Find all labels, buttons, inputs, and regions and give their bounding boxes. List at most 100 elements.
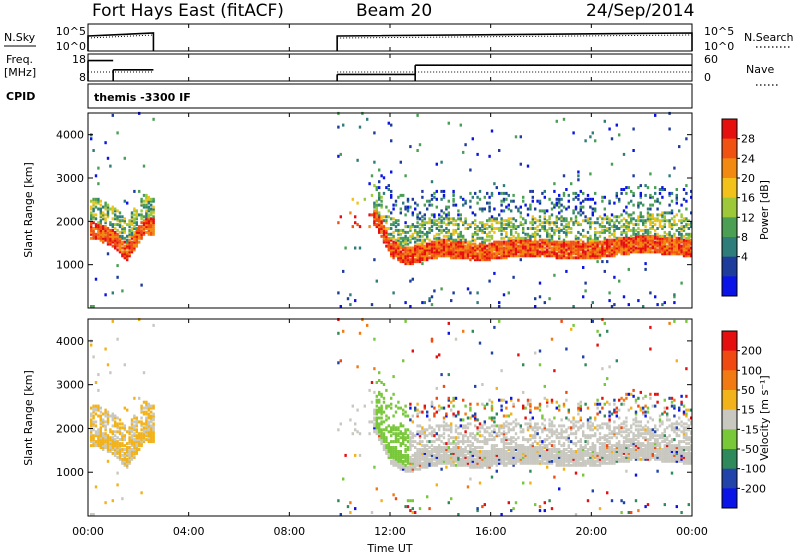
velocity-cell	[510, 457, 513, 461]
velocity-cell	[586, 406, 590, 410]
power-cell	[519, 244, 522, 248]
noise-panel: N.Sky 10^5 10^0 10^5 10^0 N.Search	[4, 23, 794, 53]
velocity-cell	[90, 418, 93, 422]
velocity-cell	[505, 463, 508, 467]
velocity-cell	[466, 457, 470, 461]
power-cell	[140, 209, 143, 213]
power-cell	[514, 240, 518, 244]
power-cell	[543, 254, 546, 258]
power-cell	[385, 221, 388, 225]
power-cell	[598, 246, 602, 250]
power-cell	[152, 219, 155, 223]
velocity-cell	[594, 455, 597, 459]
velocity-cell	[553, 457, 556, 461]
velocity-cell	[550, 453, 554, 457]
power-cell	[613, 240, 616, 244]
power-cell	[438, 232, 441, 236]
power-cell	[514, 219, 518, 223]
power-cell	[447, 238, 450, 242]
power-cell	[668, 203, 671, 207]
power-cell	[656, 207, 659, 211]
power-cell	[615, 248, 618, 252]
velocity-cell	[507, 459, 510, 463]
velocity-cell	[145, 406, 148, 410]
velocity-cell	[123, 426, 126, 430]
power-cell	[416, 234, 419, 238]
power-cell	[349, 293, 352, 297]
power-cell	[687, 248, 690, 252]
velocity-cell	[150, 416, 153, 420]
velocity-cell	[471, 465, 474, 469]
velocity-cell	[390, 440, 393, 444]
power-cell	[579, 242, 582, 246]
velocity-cell	[378, 436, 381, 440]
velocity-cell	[399, 406, 402, 410]
power-cell	[560, 252, 563, 256]
power-cell	[128, 221, 131, 225]
power-cell	[488, 225, 491, 229]
power-cell	[682, 252, 686, 256]
velocity-cell	[541, 414, 544, 418]
velocity-cell	[526, 422, 530, 426]
velocity-cell	[411, 507, 414, 511]
power-cell	[644, 230, 647, 234]
power-cell	[567, 242, 570, 246]
power-cell	[512, 240, 515, 244]
velocity-cell	[502, 398, 506, 402]
power-cell	[478, 227, 482, 230]
velocity-cell	[517, 455, 520, 459]
power-cell	[118, 225, 122, 229]
power-cell	[106, 156, 110, 160]
velocity-cell	[433, 412, 436, 416]
power-cell	[94, 217, 98, 221]
power-cell	[382, 232, 386, 236]
power-cell	[646, 213, 650, 217]
velocity-cell	[560, 434, 563, 438]
power-cell	[406, 209, 410, 213]
power-cell	[546, 252, 549, 256]
power-cell	[613, 252, 616, 256]
power-cell	[102, 211, 105, 215]
power-cell	[586, 217, 590, 221]
power-cell	[142, 221, 146, 225]
power-cell	[109, 242, 112, 246]
power-cell	[397, 256, 400, 260]
velocity-cell	[440, 406, 443, 410]
power-cell	[675, 228, 678, 232]
velocity-cell	[102, 442, 105, 446]
power-cell	[594, 234, 597, 238]
velocity-cell	[490, 351, 494, 355]
velocity-cell	[128, 457, 131, 461]
velocity-cell	[538, 461, 542, 465]
velocity-cell	[550, 444, 554, 448]
power-cell	[601, 228, 604, 232]
velocity-cell	[135, 424, 138, 428]
power-cell	[685, 236, 688, 240]
power-cell	[649, 227, 652, 230]
power-cell	[541, 252, 544, 256]
power-cell	[130, 211, 134, 215]
power-cell	[387, 244, 390, 248]
velocity-cell	[586, 422, 590, 426]
power-cell	[550, 221, 554, 225]
power-cell	[466, 254, 470, 258]
velocity-cell	[560, 463, 563, 467]
power-cell	[646, 240, 650, 244]
velocity-cell	[562, 444, 566, 448]
velocity-cell	[421, 444, 424, 448]
power-cell	[404, 205, 407, 209]
power-cell	[111, 113, 114, 117]
velocity-cell	[543, 384, 546, 388]
velocity-cell	[109, 430, 112, 434]
power-cell	[421, 258, 424, 262]
velocity-cell	[522, 455, 525, 459]
velocity-cell	[92, 513, 95, 516]
velocity-cell	[114, 416, 117, 420]
power-cell	[90, 223, 93, 227]
velocity-cell	[553, 459, 556, 463]
velocity-cell	[543, 509, 546, 513]
velocity-cell	[483, 442, 486, 446]
velocity-cell	[404, 505, 407, 509]
power-cell	[582, 254, 585, 258]
power-cell	[565, 223, 568, 227]
